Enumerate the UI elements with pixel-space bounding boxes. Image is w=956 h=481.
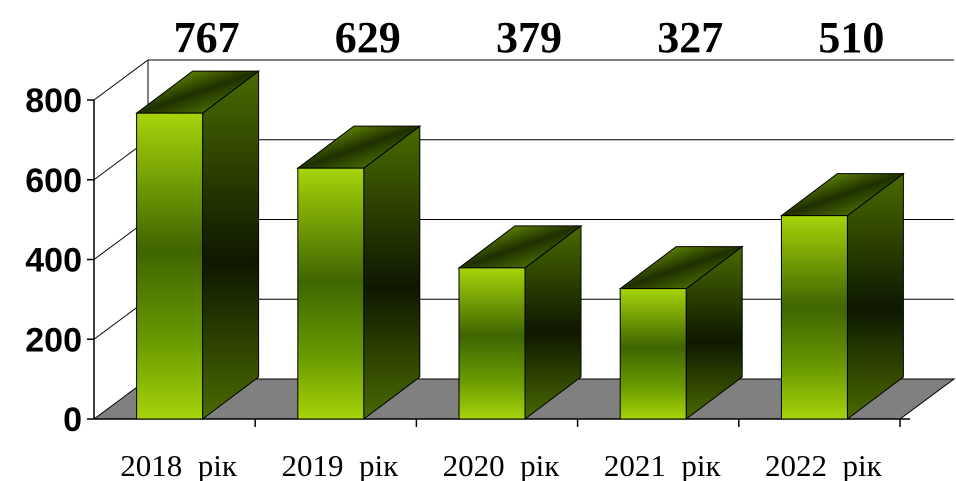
bar-side <box>202 70 260 420</box>
bar <box>136 112 204 420</box>
data-label: 629 <box>335 13 401 62</box>
y-tick-label: 400 <box>25 242 82 280</box>
bars <box>135 70 905 420</box>
data-label: 510 <box>818 13 884 62</box>
x-tick-label: 2022 рік <box>765 448 883 481</box>
bar-side <box>363 125 421 420</box>
y-tick-label: 600 <box>25 162 82 200</box>
bar <box>619 288 687 420</box>
gridline-depth <box>93 59 149 101</box>
bar <box>458 267 526 420</box>
y-tick-label: 200 <box>25 321 82 359</box>
bar-side <box>846 172 904 420</box>
y-tick-label: 0 <box>63 401 82 439</box>
x-tick-label: 2018 рік <box>120 448 238 481</box>
labels: 0 200 400 600 800 2018 рік 767 2019 рік 629 2020 … <box>25 13 884 481</box>
data-label: 767 <box>174 13 240 62</box>
data-label: 379 <box>496 13 562 62</box>
x-tick-label: 2019 рік <box>281 448 399 481</box>
data-label: 327 <box>657 13 723 62</box>
x-tick-label: 2020 рік <box>443 448 561 481</box>
x-tick-label: 2021 рік <box>604 448 722 481</box>
bar <box>780 215 848 420</box>
y-tick-label: 800 <box>25 82 82 120</box>
bar <box>297 167 365 420</box>
